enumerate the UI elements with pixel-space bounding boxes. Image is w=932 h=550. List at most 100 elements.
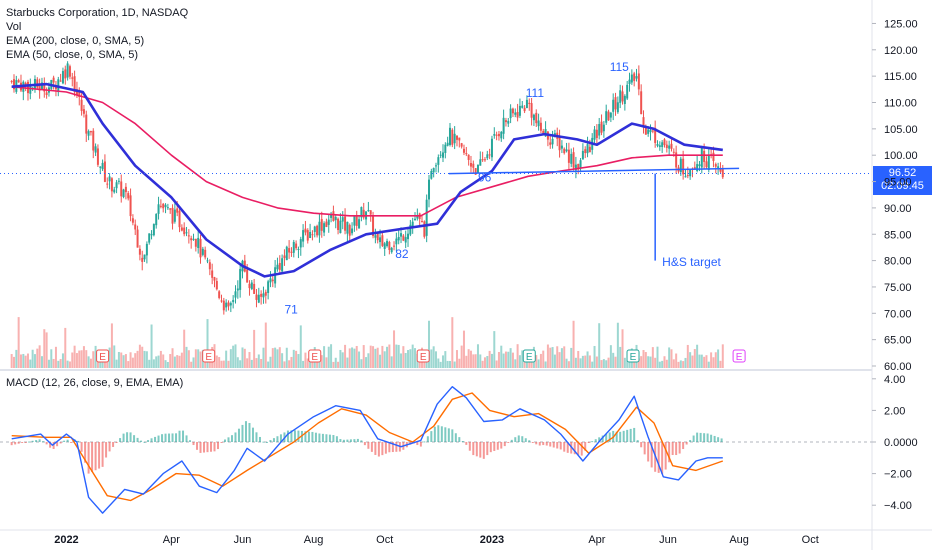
volume-bar (31, 349, 34, 368)
price-tick-label: 110.00 (884, 98, 917, 110)
candle-body (414, 218, 417, 221)
macd-hist-bar (552, 442, 555, 448)
volume-bar (215, 355, 218, 368)
earnings-marker (416, 349, 430, 363)
macd-hist-bar (105, 442, 108, 458)
volume-bar (521, 350, 524, 368)
candle-body (99, 166, 102, 168)
candle-body (600, 121, 603, 133)
macd-hist-bar (608, 432, 611, 442)
candle-body (567, 149, 570, 163)
volume-bar (689, 352, 692, 368)
volume-bar (246, 358, 249, 368)
macd-hist-bar (328, 434, 331, 442)
candle-body (549, 142, 552, 145)
macd-hist-bar (591, 441, 594, 443)
candle-body (106, 183, 109, 185)
candle-body (183, 227, 186, 235)
time-tick-label: Jun (659, 534, 677, 546)
candle-body (150, 234, 153, 236)
macd-hist-bar (147, 440, 150, 442)
volume-bar (124, 354, 127, 368)
macd-hist-bar (192, 442, 195, 446)
volume-bar (462, 330, 465, 368)
volume-bar (225, 350, 228, 368)
volume-bar (490, 353, 493, 368)
time-tick-label: Apr (588, 534, 605, 546)
macd-hist-bar (458, 437, 461, 442)
volume-bar (609, 345, 612, 368)
volume-bar (581, 355, 584, 368)
candle-body (220, 300, 223, 302)
candle-body (530, 103, 533, 118)
macd-hist-bar (440, 426, 443, 442)
volume-bar (623, 357, 626, 368)
macd-hist-bar (182, 430, 185, 442)
candle-body (346, 221, 349, 234)
earnings-marker-letter: E (630, 352, 637, 363)
price-tick-label: 80.00 (884, 256, 912, 268)
price-tick-label: 60.00 (884, 361, 912, 373)
time-tick-label: 2022 (54, 534, 78, 546)
candle-body (404, 237, 407, 243)
volume-bar (367, 353, 370, 368)
macd-hist-bar (605, 434, 608, 442)
candle-body (428, 179, 431, 200)
candle-body (693, 167, 696, 170)
candle-body (82, 109, 85, 114)
candle-body (103, 161, 106, 182)
candle-body (40, 82, 43, 90)
macd-hist-bar (349, 439, 352, 442)
earnings-marker-letter: E (205, 352, 212, 363)
macd-hist-bar (279, 434, 282, 442)
volume-bar (428, 320, 431, 368)
volume-bar (414, 348, 417, 368)
macd-hist-bar (122, 433, 125, 442)
volume-bar (75, 353, 78, 368)
macd-hist-bar (416, 442, 419, 446)
earnings-marker-letter: E (736, 352, 743, 363)
volume-bar (320, 355, 323, 368)
candle-body (465, 153, 468, 155)
macd-hist-bar (210, 442, 213, 452)
candle-body (176, 208, 179, 213)
volume-bar (138, 344, 141, 368)
volume-bar (637, 358, 640, 368)
volume-bar (71, 352, 74, 368)
candle-body (474, 168, 477, 175)
volume-bar (714, 352, 717, 368)
volume-bar (444, 351, 447, 368)
candle-body (45, 92, 48, 96)
volume-bar (693, 349, 696, 368)
volume-bar (218, 357, 221, 368)
volume-bar (360, 359, 363, 368)
volume-bar (264, 322, 267, 368)
volume-bar (423, 359, 426, 368)
macd-hist-bar (325, 434, 328, 442)
volume-bar (551, 347, 554, 368)
candle-body (577, 163, 580, 170)
volume-bar (621, 329, 624, 368)
macd-hist-bar (468, 442, 471, 451)
candle-body (101, 162, 104, 170)
macd-hist-bar (682, 442, 685, 450)
candle-body (260, 293, 263, 297)
earnings-marker-letter: E (420, 352, 427, 363)
macd-histogram (10, 421, 723, 475)
candle-body (234, 291, 237, 298)
volume-bar (404, 353, 407, 368)
candle-body (262, 293, 265, 298)
chart-title: Starbucks Corporation, 1D, NASDAQ (6, 7, 189, 19)
volume-bar (481, 360, 484, 368)
price-tick-label: 85.00 (884, 229, 912, 241)
macd-hist-bar (692, 435, 695, 442)
annotation-label: 71 (284, 302, 298, 316)
signal-line (11, 392, 724, 502)
volume-bar (262, 347, 265, 368)
macd-hist-bar (538, 442, 541, 446)
candle-body (73, 76, 76, 93)
volume-bar (269, 356, 272, 368)
macd-hist-bar (314, 432, 317, 442)
volume-bar (236, 357, 239, 368)
